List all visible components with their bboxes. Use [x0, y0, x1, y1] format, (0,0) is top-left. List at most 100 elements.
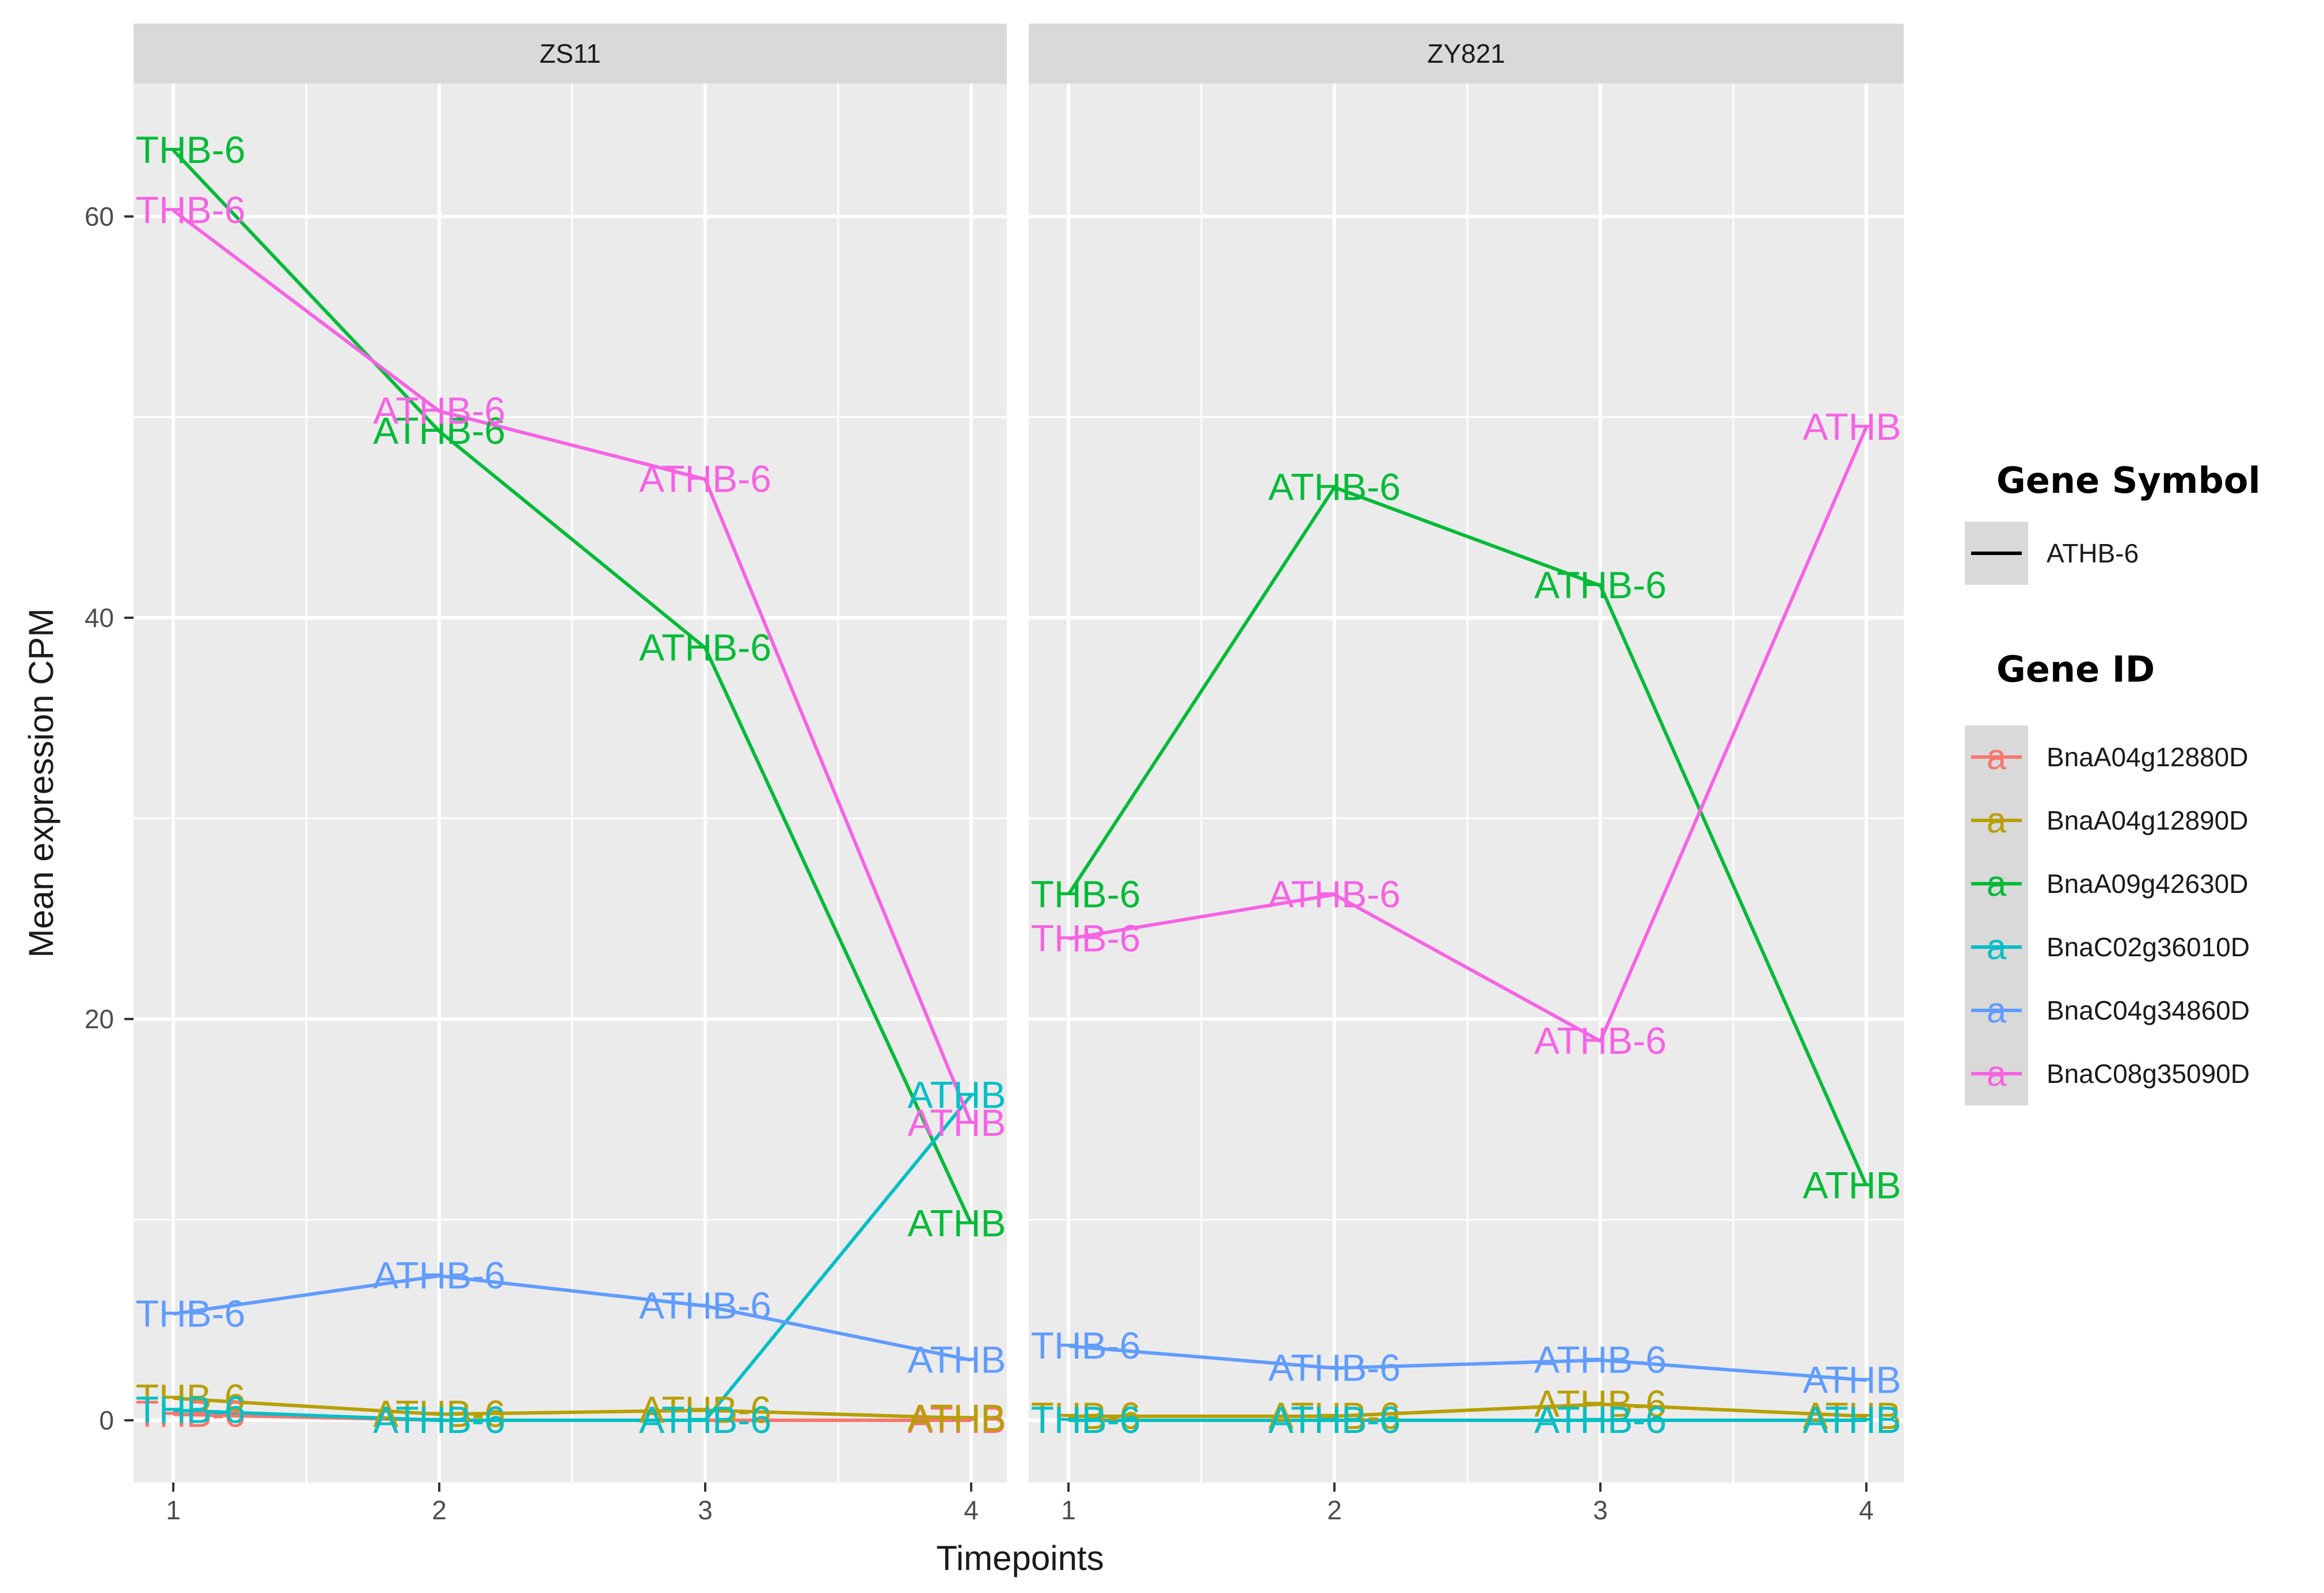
- series-line-BnaC08g35090D: [1068, 426, 1868, 1043]
- data-label: ATHB-6: [1268, 873, 1401, 915]
- data-label: ATHB-6: [1268, 1394, 1401, 1437]
- data-label: THB-6: [136, 128, 246, 171]
- series-line-BnaC04g34860D: [1068, 1344, 1867, 1382]
- legend-title-gene-symbol: Gene Symbol: [1996, 459, 2261, 501]
- data-label: THB-6: [1031, 1398, 1141, 1441]
- x-tick-label: 1: [1061, 1495, 1076, 1525]
- data-label: ATHB-6: [639, 1284, 771, 1326]
- data-label: ATHB: [907, 1202, 1006, 1244]
- x-tick-label: 4: [964, 1495, 979, 1525]
- data-label: ATHB-6: [639, 458, 771, 500]
- legend-key-glyph: a: [1987, 991, 2007, 1031]
- panel-strip-label: ZS11: [539, 39, 601, 69]
- data-label: THB-6: [1031, 1394, 1141, 1437]
- legend-key-glyph: a: [1987, 1054, 2007, 1094]
- y-tick-label: 60: [85, 201, 114, 231]
- panel-strip-label: ZY821: [1427, 39, 1505, 69]
- data-label: ATHB-6: [639, 1398, 771, 1441]
- legend-item-BnaA04g12880D: BnaA04g12880D: [2047, 742, 2248, 772]
- data-label: ATHB: [907, 1073, 1006, 1116]
- data-label: ATHB-6: [1268, 1346, 1401, 1389]
- legend-item-BnaC08g35090D: BnaC08g35090D: [2047, 1059, 2250, 1089]
- data-label: THB-6: [1031, 917, 1141, 960]
- y-tick-label: 20: [85, 1004, 114, 1034]
- data-label: ATHB-6: [373, 1393, 505, 1435]
- series-line-BnaA09g42630D: [1067, 485, 1868, 1187]
- data-label: ATHB: [1802, 1398, 1901, 1441]
- x-tick-label: 2: [1327, 1495, 1342, 1525]
- data-label: ATHB-6: [1534, 1398, 1667, 1441]
- data-label: ATHB: [1802, 405, 1901, 448]
- data-label: ATHB: [1802, 1358, 1901, 1401]
- series-line-BnaC02g36010D: [173, 1094, 973, 1422]
- data-label: ATHB: [1802, 1164, 1901, 1206]
- x-tick-label: 1: [166, 1495, 181, 1525]
- data-label: THB-6: [136, 1377, 246, 1419]
- y-axis: 0 20 40 60: [85, 201, 134, 1435]
- legend-item-gene-symbol: ATHB-6: [2047, 538, 2139, 568]
- data-label: ATHB: [907, 1398, 1006, 1441]
- data-label: ATHB-6: [1268, 1398, 1401, 1441]
- series-line-BnaA04g12890D: [173, 1396, 972, 1420]
- y-axis-title: Mean expression CPM: [22, 609, 60, 958]
- panel-background: [1029, 83, 1904, 1482]
- legend-title-gene-id: Gene ID: [1996, 648, 2155, 690]
- series-lines: [1067, 426, 1868, 1422]
- x-tick-label: 2: [432, 1495, 447, 1525]
- legend-item-BnaA09g42630D: BnaA09g42630D: [2047, 869, 2248, 899]
- legend-key-background: [1965, 725, 2028, 1105]
- data-label: ATHB-6: [639, 1389, 771, 1431]
- data-label: ATHB-6: [1268, 1398, 1401, 1441]
- x-tick-label: 4: [1859, 1495, 1874, 1525]
- data-label: THB-6: [136, 189, 246, 231]
- data-label: ATHB-6: [373, 1398, 505, 1441]
- y-tick-label: 40: [85, 603, 114, 633]
- data-label: ATHB: [1802, 1398, 1901, 1441]
- data-label: ATHB-6: [373, 389, 505, 432]
- data-label: ATHB-6: [1534, 564, 1667, 606]
- series-line-BnaC08g35090D: [172, 209, 973, 1124]
- data-label: ATHB-6: [1534, 1382, 1667, 1425]
- legend-item-BnaC02g36010D: BnaC02g36010D: [2047, 932, 2250, 962]
- legend-key-glyph: a: [1987, 864, 2007, 904]
- data-label: ATHB-6: [639, 626, 771, 668]
- legend: Gene Symbol ATHB-6 Gene ID a BnaA04g12880D a B…: [1965, 459, 2261, 1105]
- data-label: ATHB-6: [1268, 465, 1401, 508]
- data-label: ATHB-6: [1534, 1398, 1667, 1441]
- panel-background: [134, 83, 1007, 1482]
- data-label: THB-6: [136, 1393, 246, 1435]
- data-label: ATHB: [1802, 1394, 1901, 1437]
- data-label: ATHB-6: [373, 1398, 505, 1441]
- data-label: ATHB-6: [373, 409, 505, 452]
- series-lines: [172, 149, 973, 1422]
- data-label: THB-6: [1031, 873, 1141, 915]
- series-line-BnaA04g12890D: [1068, 1402, 1867, 1419]
- data-label: ATHB-6: [1534, 1338, 1667, 1381]
- data-label: ATHB-6: [373, 1254, 505, 1297]
- series-line-BnaA09g42630D: [172, 149, 973, 1225]
- legend-key-glyph: a: [1987, 927, 2007, 967]
- data-label: ATHB: [907, 1338, 1006, 1381]
- data-label: THB-6: [1031, 1398, 1141, 1441]
- data-label: THB-6: [136, 1292, 246, 1335]
- data-label: THB-6: [1031, 1324, 1141, 1367]
- series-line-BnaC04g34860D: [173, 1274, 972, 1362]
- strip-background: [1029, 24, 1904, 83]
- x-tick-label: 3: [698, 1495, 713, 1525]
- y-tick-label: 0: [99, 1405, 114, 1435]
- legend-key-glyph: a: [1987, 801, 2007, 841]
- legend-item-BnaA04g12890D: BnaA04g12890D: [2047, 805, 2248, 835]
- data-label: ATHB-6: [1534, 1019, 1667, 1062]
- legend-key-glyph: a: [1987, 737, 2007, 777]
- x-axis-title: Timepoints: [936, 1539, 1104, 1577]
- strip-background: [134, 24, 1007, 83]
- data-label: ATHB: [907, 1101, 1006, 1144]
- data-label: ATHB-6: [639, 1398, 771, 1441]
- x-tick-label: 3: [1593, 1495, 1608, 1525]
- data-label: ATHB: [907, 1397, 1006, 1439]
